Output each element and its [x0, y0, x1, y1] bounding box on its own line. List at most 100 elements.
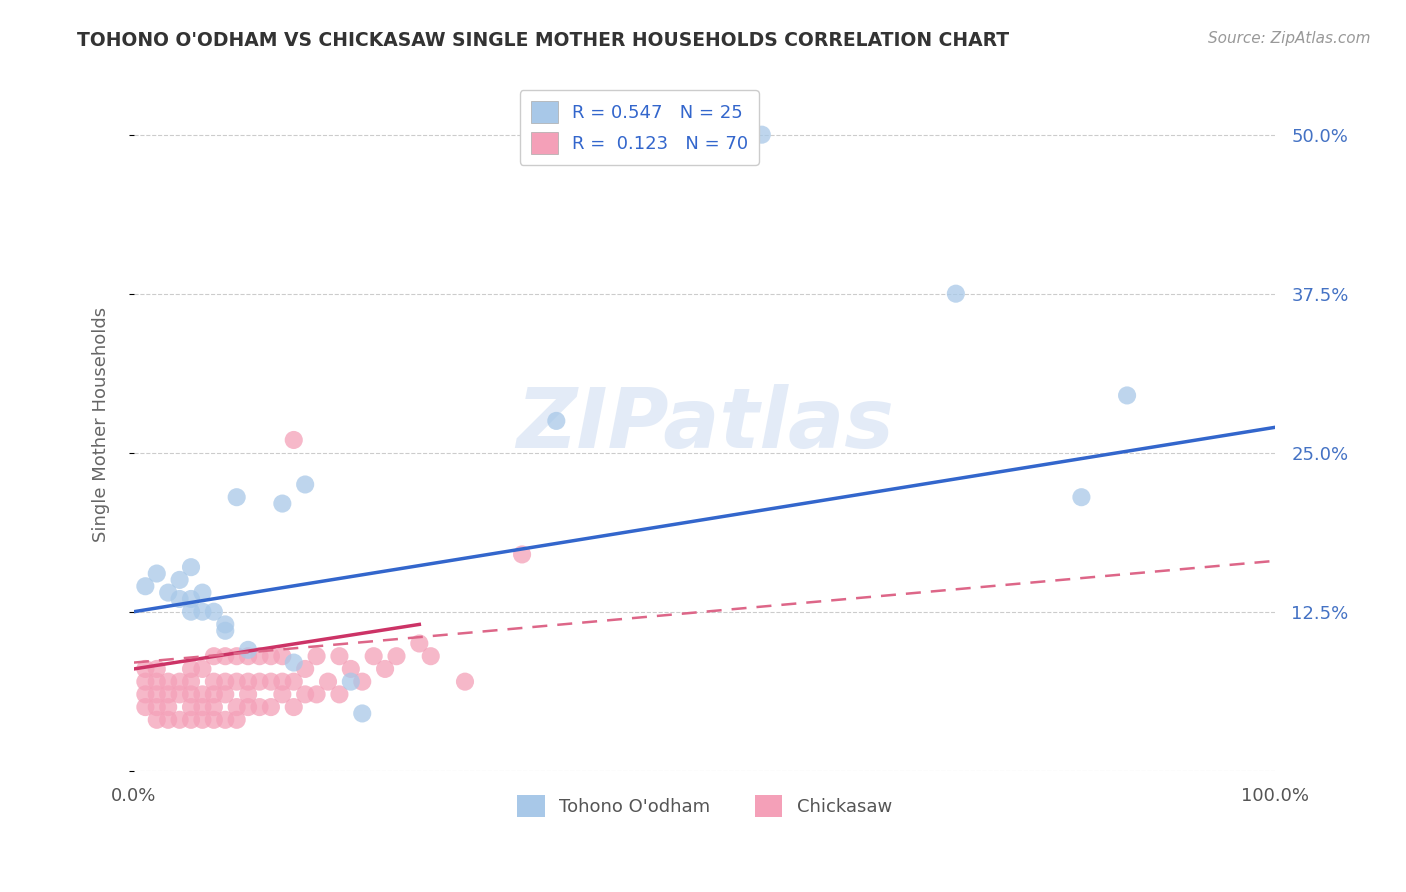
- Point: [249, 700, 271, 714]
- Point: [157, 585, 180, 599]
- Point: [236, 674, 259, 689]
- Point: [271, 497, 294, 511]
- Point: [180, 662, 202, 676]
- Point: [328, 687, 350, 701]
- Point: [340, 662, 363, 676]
- Point: [945, 286, 967, 301]
- Point: [180, 591, 202, 606]
- Point: [283, 656, 305, 670]
- Point: [374, 662, 396, 676]
- Point: [283, 674, 305, 689]
- Point: [236, 643, 259, 657]
- Point: [294, 687, 316, 701]
- Point: [236, 649, 259, 664]
- Point: [202, 713, 225, 727]
- Point: [180, 605, 202, 619]
- Point: [180, 700, 202, 714]
- Point: [191, 700, 214, 714]
- Point: [191, 585, 214, 599]
- Point: [419, 649, 441, 664]
- Point: [352, 674, 374, 689]
- Point: [546, 414, 568, 428]
- Point: [146, 700, 169, 714]
- Point: [283, 433, 305, 447]
- Point: [214, 674, 236, 689]
- Point: [236, 700, 259, 714]
- Point: [316, 674, 339, 689]
- Point: [1116, 388, 1139, 402]
- Point: [305, 649, 328, 664]
- Point: [1070, 490, 1092, 504]
- Point: [157, 700, 180, 714]
- Point: [146, 566, 169, 581]
- Point: [146, 674, 169, 689]
- Point: [271, 649, 294, 664]
- Point: [260, 649, 283, 664]
- Point: [191, 687, 214, 701]
- Point: [202, 687, 225, 701]
- Point: [180, 674, 202, 689]
- Point: [294, 662, 316, 676]
- Point: [146, 687, 169, 701]
- Point: [202, 649, 225, 664]
- Text: ZIPatlas: ZIPatlas: [516, 384, 894, 465]
- Point: [157, 687, 180, 701]
- Point: [191, 713, 214, 727]
- Point: [225, 649, 247, 664]
- Legend: Tohono O'odham, Chickasaw: Tohono O'odham, Chickasaw: [510, 788, 900, 824]
- Point: [169, 591, 191, 606]
- Point: [214, 617, 236, 632]
- Point: [180, 560, 202, 574]
- Point: [352, 706, 374, 721]
- Text: Source: ZipAtlas.com: Source: ZipAtlas.com: [1208, 31, 1371, 46]
- Point: [225, 490, 247, 504]
- Point: [249, 649, 271, 664]
- Text: TOHONO O'ODHAM VS CHICKASAW SINGLE MOTHER HOUSEHOLDS CORRELATION CHART: TOHONO O'ODHAM VS CHICKASAW SINGLE MOTHE…: [77, 31, 1010, 50]
- Point: [169, 713, 191, 727]
- Point: [146, 662, 169, 676]
- Y-axis label: Single Mother Households: Single Mother Households: [93, 307, 110, 541]
- Point: [225, 713, 247, 727]
- Point: [340, 674, 363, 689]
- Point: [191, 662, 214, 676]
- Point: [169, 573, 191, 587]
- Point: [385, 649, 408, 664]
- Point: [363, 649, 385, 664]
- Point: [180, 687, 202, 701]
- Point: [214, 649, 236, 664]
- Point: [134, 674, 156, 689]
- Point: [249, 674, 271, 689]
- Point: [305, 687, 328, 701]
- Point: [169, 674, 191, 689]
- Point: [271, 687, 294, 701]
- Point: [328, 649, 350, 664]
- Point: [180, 713, 202, 727]
- Point: [169, 687, 191, 701]
- Point: [454, 674, 477, 689]
- Point: [134, 687, 156, 701]
- Point: [260, 674, 283, 689]
- Point: [214, 624, 236, 638]
- Point: [271, 674, 294, 689]
- Point: [202, 605, 225, 619]
- Point: [157, 674, 180, 689]
- Point: [236, 687, 259, 701]
- Point: [191, 605, 214, 619]
- Point: [202, 674, 225, 689]
- Point: [751, 128, 773, 142]
- Point: [202, 700, 225, 714]
- Point: [146, 713, 169, 727]
- Point: [214, 687, 236, 701]
- Point: [408, 636, 430, 650]
- Point: [510, 548, 533, 562]
- Point: [225, 700, 247, 714]
- Point: [294, 477, 316, 491]
- Point: [225, 674, 247, 689]
- Point: [214, 713, 236, 727]
- Point: [283, 700, 305, 714]
- Point: [134, 700, 156, 714]
- Point: [134, 662, 156, 676]
- Point: [134, 579, 156, 593]
- Point: [157, 713, 180, 727]
- Point: [260, 700, 283, 714]
